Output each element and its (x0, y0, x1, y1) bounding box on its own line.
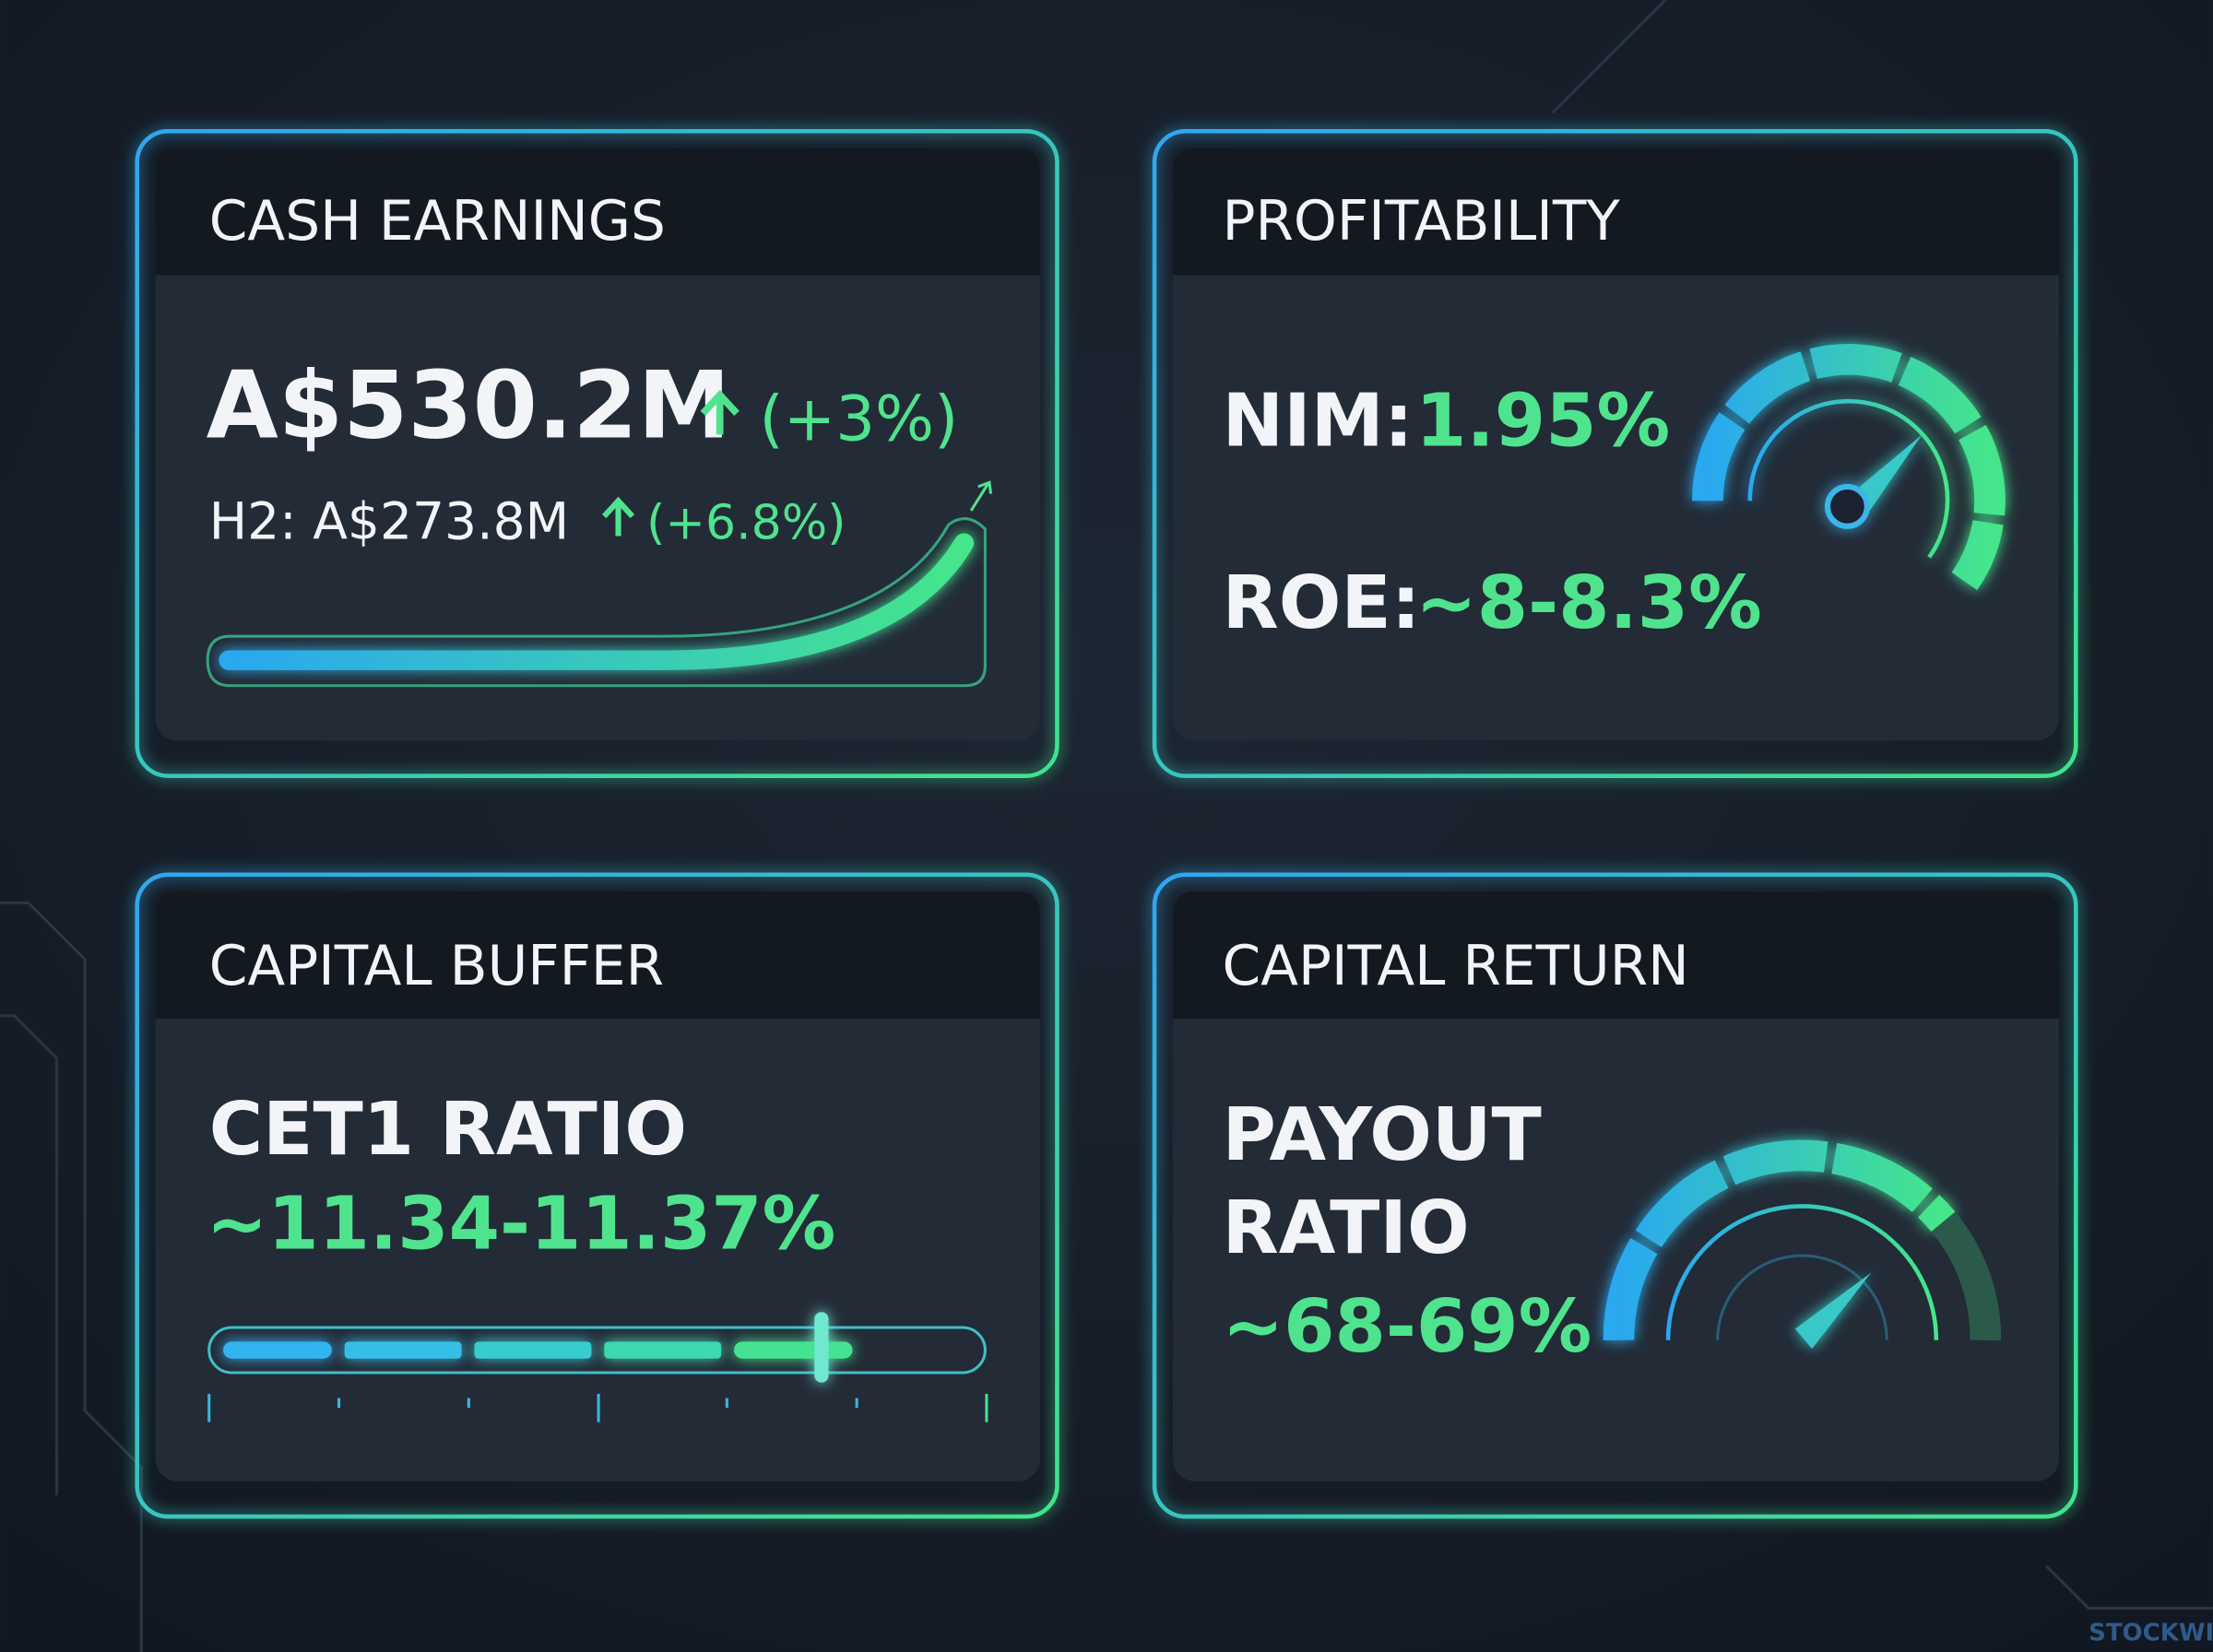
card-border (135, 872, 1059, 1519)
metric-label: CET1 RATIO (209, 1086, 687, 1172)
up-arrow (700, 389, 740, 435)
gauge-hub (1824, 483, 1870, 529)
card-header (1172, 148, 2059, 276)
card-frame (1152, 129, 2078, 778)
metric-label: NIM: (1222, 378, 1413, 464)
card-title: CAPITAL RETURN (1222, 935, 1688, 998)
card-title: CAPITAL BUFFER (209, 935, 664, 998)
change: (+3%) (760, 383, 959, 454)
card-body (155, 148, 1041, 741)
sub-change: (+6.8%) (646, 496, 846, 551)
metric-value: ~11.34-11.37% (207, 1180, 836, 1266)
gauge-inner-arc (1747, 398, 1950, 559)
bar-marker (814, 1312, 829, 1383)
card-border (135, 129, 1059, 778)
range-bar (207, 1312, 988, 1422)
gauge (1692, 344, 2006, 591)
card-body (1172, 148, 2059, 741)
card-header (155, 891, 1041, 1019)
metric-value: ~68-69% (1222, 1283, 1592, 1369)
card-frame (135, 129, 1059, 778)
sub-value: H2: A$273.8M (209, 492, 569, 551)
bar-segment (733, 1341, 853, 1359)
gauge-arc-rest (1931, 1211, 2002, 1341)
metric-value: ~8-8.3% (1415, 560, 1762, 645)
card-frames (135, 129, 2078, 1519)
metric-label: ROE: (1222, 560, 1420, 645)
gauge-arc (1603, 1139, 1956, 1340)
card-frame (1152, 872, 2078, 1519)
card-border (1152, 872, 2078, 1519)
card-header (1172, 891, 2059, 1019)
metric-label: RATIO (1222, 1185, 1469, 1270)
gauge-needle (1794, 1272, 1872, 1349)
bar-segments (223, 1312, 853, 1383)
bar-segment (474, 1341, 592, 1359)
bar-ticks (207, 1393, 988, 1422)
bar-segment (604, 1341, 722, 1359)
gauge-arc (1692, 344, 2006, 591)
gauge-inner-arc (1665, 1204, 1939, 1340)
bar-segment (344, 1341, 462, 1359)
card-body (1172, 891, 2059, 1481)
circuit (2045, 1564, 2213, 1611)
headline-value: A$530.2M (207, 350, 730, 459)
card-header (155, 148, 1041, 276)
metric-value: 1.95% (1415, 378, 1670, 464)
circuit (0, 1014, 58, 1496)
trend-line (219, 533, 975, 670)
trend-track (206, 517, 987, 688)
bar-segment (223, 1341, 332, 1359)
gauge-inner-arc (1716, 1254, 1888, 1340)
watermark: STOCKWIRE X (2089, 1620, 2213, 1647)
up-arrow (601, 496, 635, 537)
circuit (1551, 0, 1667, 114)
trend-arrow (969, 480, 993, 512)
metric-label: PAYOUT (1222, 1092, 1541, 1177)
gauge (1603, 1139, 2002, 1349)
card-title: PROFITABILITY (1222, 190, 1620, 254)
card-border (1152, 129, 2078, 778)
bar-track (207, 1326, 987, 1375)
card-title: CASH EARNINGS (209, 190, 666, 254)
